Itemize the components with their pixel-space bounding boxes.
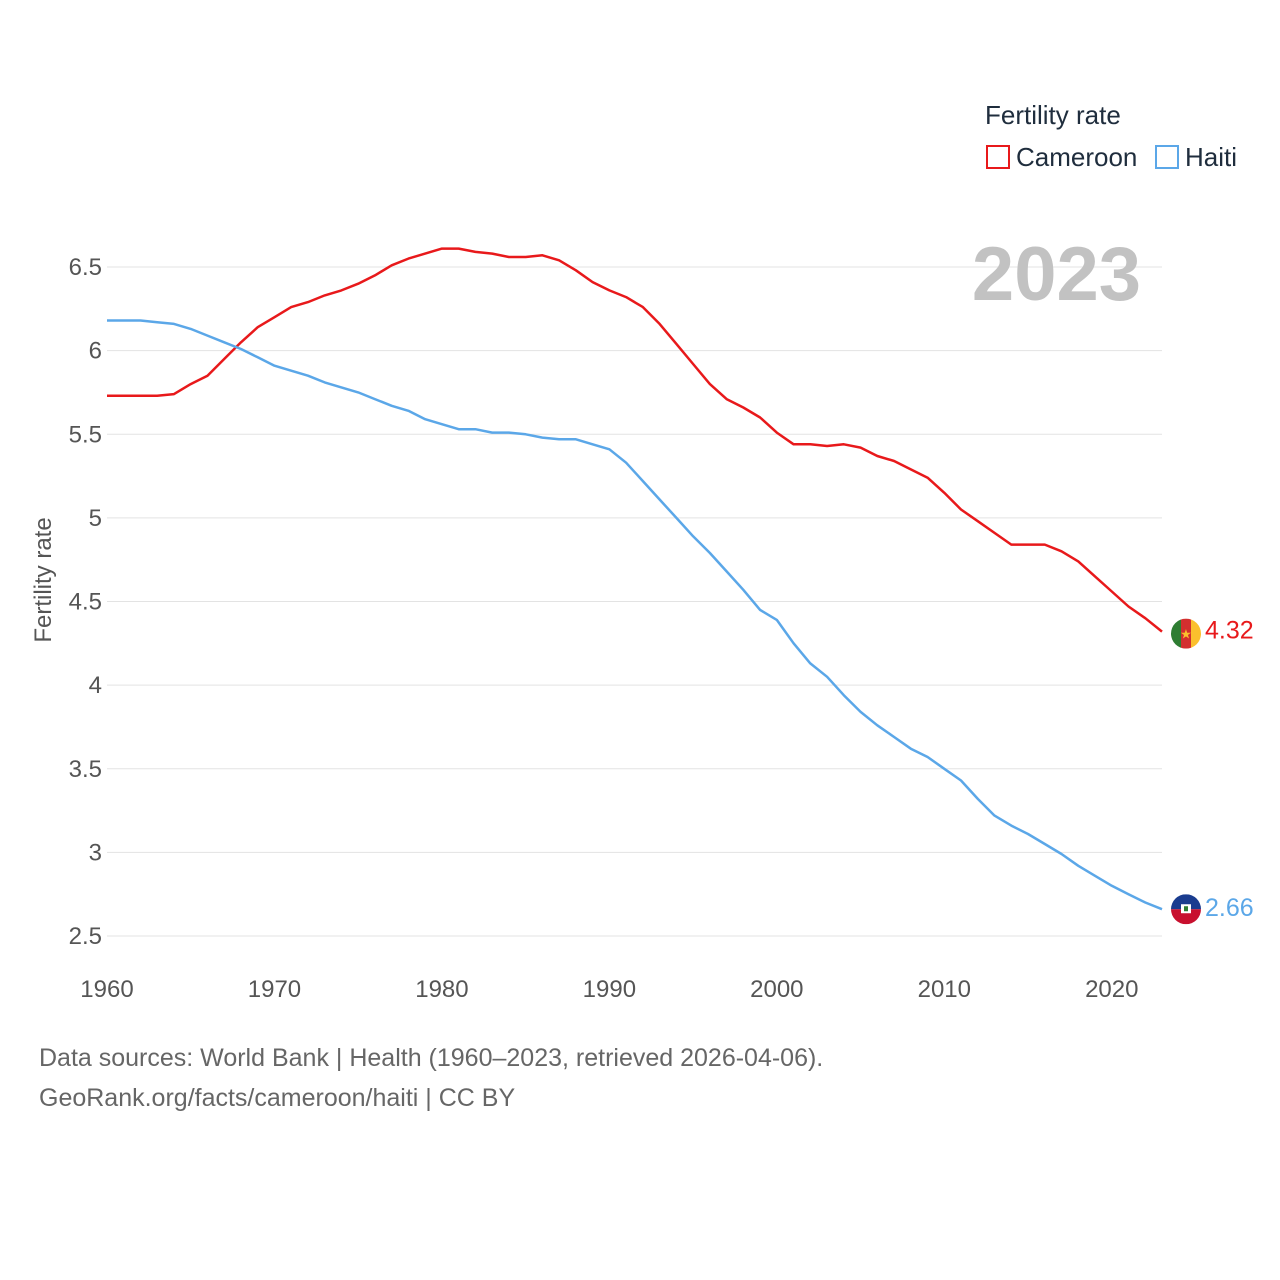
y-axis-label: Fertility rate [30,517,57,642]
end-value-label-cameroon: 4.32 [1205,617,1254,645]
data-source-note: Data sources: World Bank | Health (1960–… [39,1044,824,1072]
x-tick-label: 1990 [583,976,636,1003]
legend-label-cameroon: Cameroon [1016,142,1137,172]
y-tick-label: 2.5 [69,923,102,950]
x-tick-label: 1960 [80,976,133,1003]
year-display: 2023 [972,232,1141,317]
svg-text:★: ★ [1180,627,1192,642]
legend-swatch-cameroon [986,145,1010,169]
source-link[interactable]: GeoRank.org/facts/cameroon/haiti | CC BY [39,1084,516,1112]
y-tick-label: 5 [89,505,102,532]
chart-series-lines [107,247,1163,911]
x-axis-ticks: 1960 1970 1980 1990 2000 2010 2020 [80,976,1138,1003]
y-tick-label: 3 [89,839,102,866]
x-tick-label: 2000 [750,976,803,1003]
x-tick-label: 2010 [918,976,971,1003]
y-tick-label: 6.5 [69,254,102,281]
y-tick-label: 6 [89,338,102,365]
y-tick-label: 4 [89,672,102,699]
y-tick-label: 5.5 [69,421,102,448]
x-tick-label: 1980 [415,976,468,1003]
series-line-cameroon [107,247,1163,633]
x-tick-label: 1970 [248,976,301,1003]
legend-swatch-haiti [1155,145,1179,169]
cameroon-flag-icon: ★ [1171,618,1201,649]
chart-gridlines [107,266,1162,937]
y-tick-label: 4.5 [69,589,102,616]
legend-title: Fertility rate [985,100,1121,130]
end-value-label-haiti: 2.66 [1205,894,1254,922]
legend-label-haiti: Haiti [1185,142,1237,172]
legend: Fertility rate Cameroon Haiti [985,100,1237,172]
x-tick-label: 2020 [1085,976,1138,1003]
haiti-flag-icon [1171,894,1201,925]
y-tick-label: 3.5 [69,756,102,783]
y-axis-ticks: 2.5 3 3.5 4 4.5 5 5.5 6 6.5 [69,254,102,950]
series-line-haiti [107,319,1163,911]
